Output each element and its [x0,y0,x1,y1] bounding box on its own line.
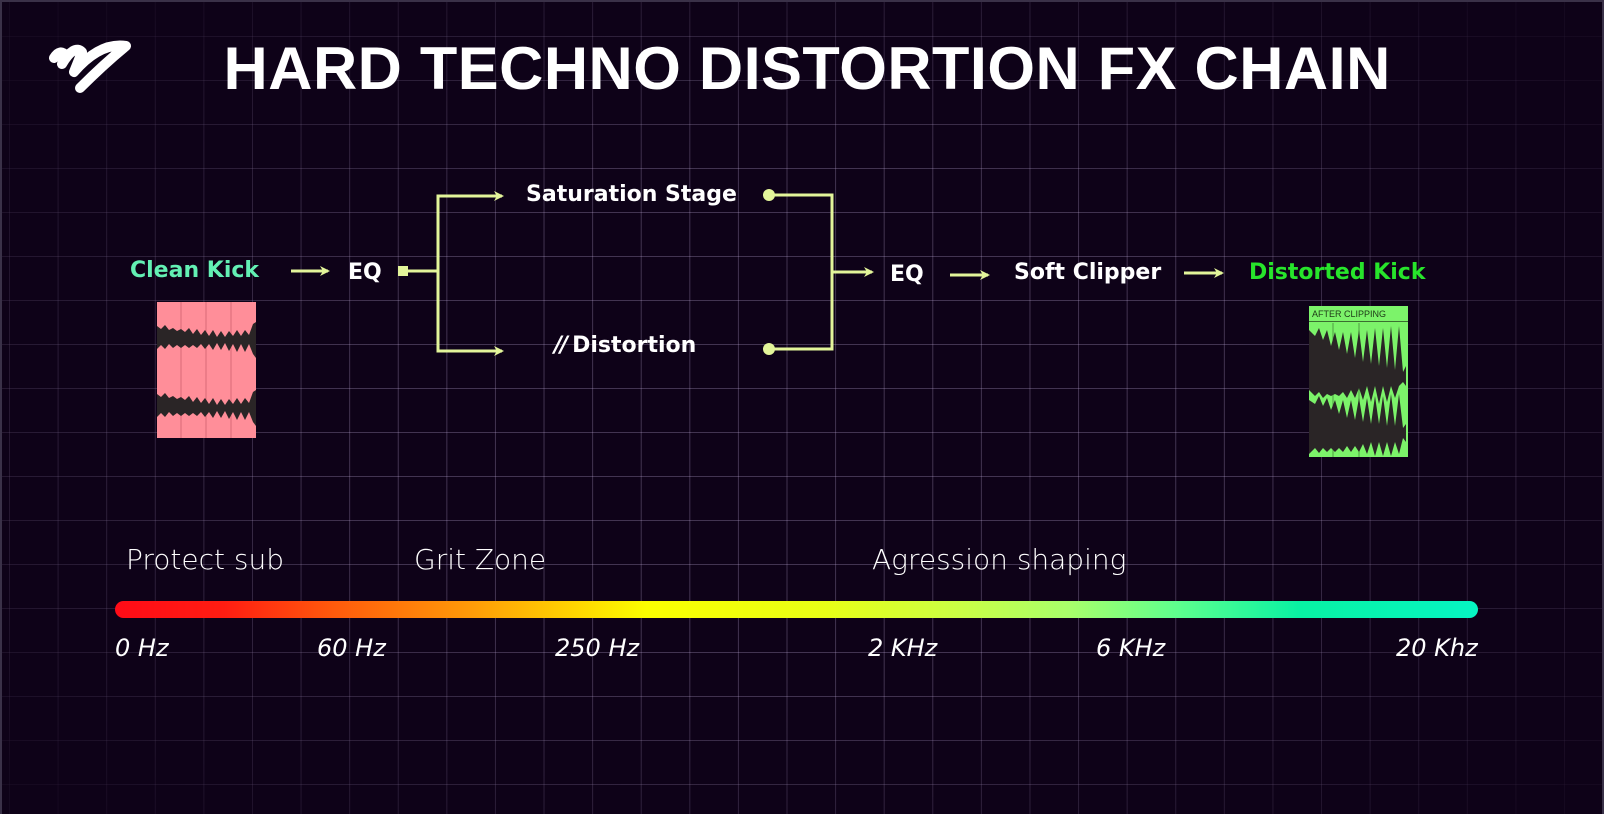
node-clean-kick: Clean Kick [130,258,260,283]
zone-label-agression-shaping: Agression shaping [872,543,1127,576]
distortion-output-node [763,343,775,355]
tick-60hz: 60 Hz [317,634,386,662]
clean-kick-waveform [157,302,256,438]
title-text: HARD TECHNO DISTORTION FX CHAIN [223,35,1391,102]
tick-0hz: 0 Hz [115,634,169,662]
node-distortion: //Distortion [554,332,696,360]
tick-6khz: 6 KHz [1096,634,1166,662]
distortion-prefix: // [554,333,568,358]
eq-output-node [398,266,408,276]
node-distorted-kick: Distorted Kick [1249,260,1426,285]
zone-label-grit-zone: Grit Zone [414,543,547,576]
zone-label-protect-sub: Protect sub [126,543,285,576]
tick-2khz: 2 KHz [868,634,938,662]
frequency-gradient-bar [115,601,1478,618]
distortion-label: Distortion [572,333,697,358]
tick-20khz: 20 Khz [1396,634,1478,662]
saturation-output-node [763,189,775,201]
wave-logo-icon [49,40,131,93]
tick-250hz: 250 Hz [555,634,640,662]
distorted-kick-waveform: AFTER CLIPPING [1309,306,1408,457]
node-saturation-stage: Saturation Stage [526,182,737,207]
node-eq-pre: EQ [348,260,382,285]
node-eq-post: EQ [890,262,924,287]
page-title: HARD TECHNO DISTORTION FX CHAIN [2,32,1602,106]
node-soft-clipper: Soft Clipper [1014,260,1162,285]
waveform-header: AFTER CLIPPING [1309,306,1408,322]
